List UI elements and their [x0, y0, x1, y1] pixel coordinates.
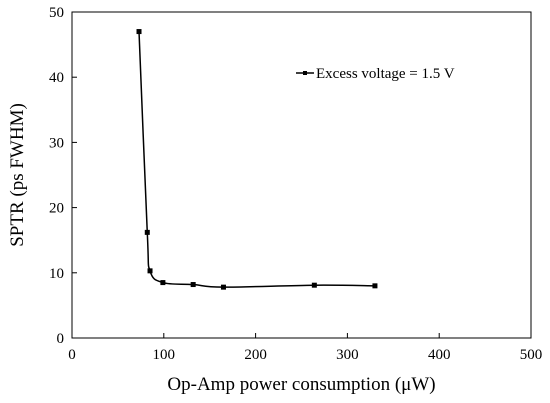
y-axis-title: SPTR (ps FWHM)	[7, 103, 28, 247]
data-point	[147, 268, 153, 274]
x-tick-label: 400	[428, 347, 451, 363]
x-axis-title: Op-Amp power consumption (μW)	[167, 374, 435, 395]
legend: Excess voltage = 1.5 V	[296, 66, 455, 82]
y-tick-label: 0	[57, 331, 65, 347]
data-point	[160, 280, 166, 286]
plot-frame	[71, 11, 532, 339]
y-tick-label: 30	[49, 135, 64, 151]
x-tick-label: 500	[520, 347, 543, 363]
data-point	[372, 283, 378, 289]
x-tick-label: 300	[336, 347, 359, 363]
data-point	[311, 282, 317, 288]
series-line	[138, 31, 375, 288]
legend-marker	[303, 71, 307, 75]
y-tick-label: 10	[49, 266, 64, 282]
x-axis: 0 100 200 300 400 500	[68, 333, 542, 363]
data-point	[220, 284, 226, 290]
x-tick-label: 0	[68, 347, 76, 363]
data-point	[144, 229, 150, 235]
data-point	[136, 29, 142, 35]
y-tick-label: 40	[49, 70, 64, 86]
y-tick-label: 20	[49, 201, 64, 217]
y-tick-label: 50	[49, 5, 64, 21]
x-tick-label: 100	[153, 347, 176, 363]
y-axis: 0 10 20 30 40 50	[49, 5, 77, 347]
legend-label: Excess voltage = 1.5 V	[316, 66, 455, 82]
x-tick-label: 200	[244, 347, 267, 363]
series-layer	[136, 29, 378, 290]
data-point	[190, 282, 196, 288]
